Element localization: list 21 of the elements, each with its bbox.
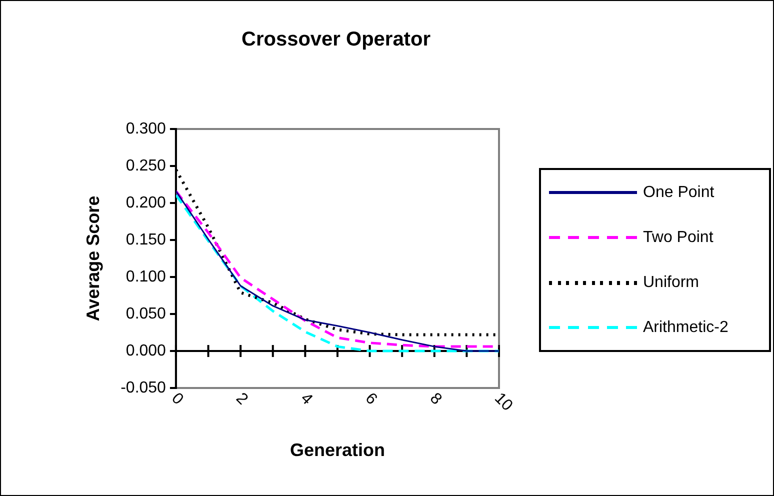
x-tick-label: 6	[362, 390, 380, 408]
y-tick-label: 0.100	[126, 268, 166, 286]
y-tick-label: 0.000	[126, 342, 166, 360]
chart-title: Crossover Operator	[242, 28, 431, 51]
y-tick-label: 0.200	[126, 194, 166, 212]
x-axis-title: Generation	[290, 440, 385, 460]
y-tick-label: 0.300	[126, 120, 166, 138]
y-tick-label: -0.050	[120, 379, 166, 396]
x-tick-label: 8	[426, 390, 445, 408]
legend-label: Uniform	[643, 274, 700, 292]
x-tick-label: 2	[232, 390, 251, 408]
legend-label: Arithmetic-2	[643, 318, 728, 336]
y-tick-label: 0.250	[126, 157, 166, 174]
legend-label: Two Point	[643, 228, 714, 246]
x-tick-label: 0	[168, 390, 186, 408]
x-tick-label: 4	[297, 390, 316, 408]
legend-label: One Point	[643, 184, 714, 202]
y-tick-label: 0.150	[126, 231, 166, 248]
x-tick-label: 10	[490, 390, 516, 415]
y-axis-title: Average Score	[82, 196, 103, 322]
y-tick-label: 0.050	[126, 305, 166, 322]
